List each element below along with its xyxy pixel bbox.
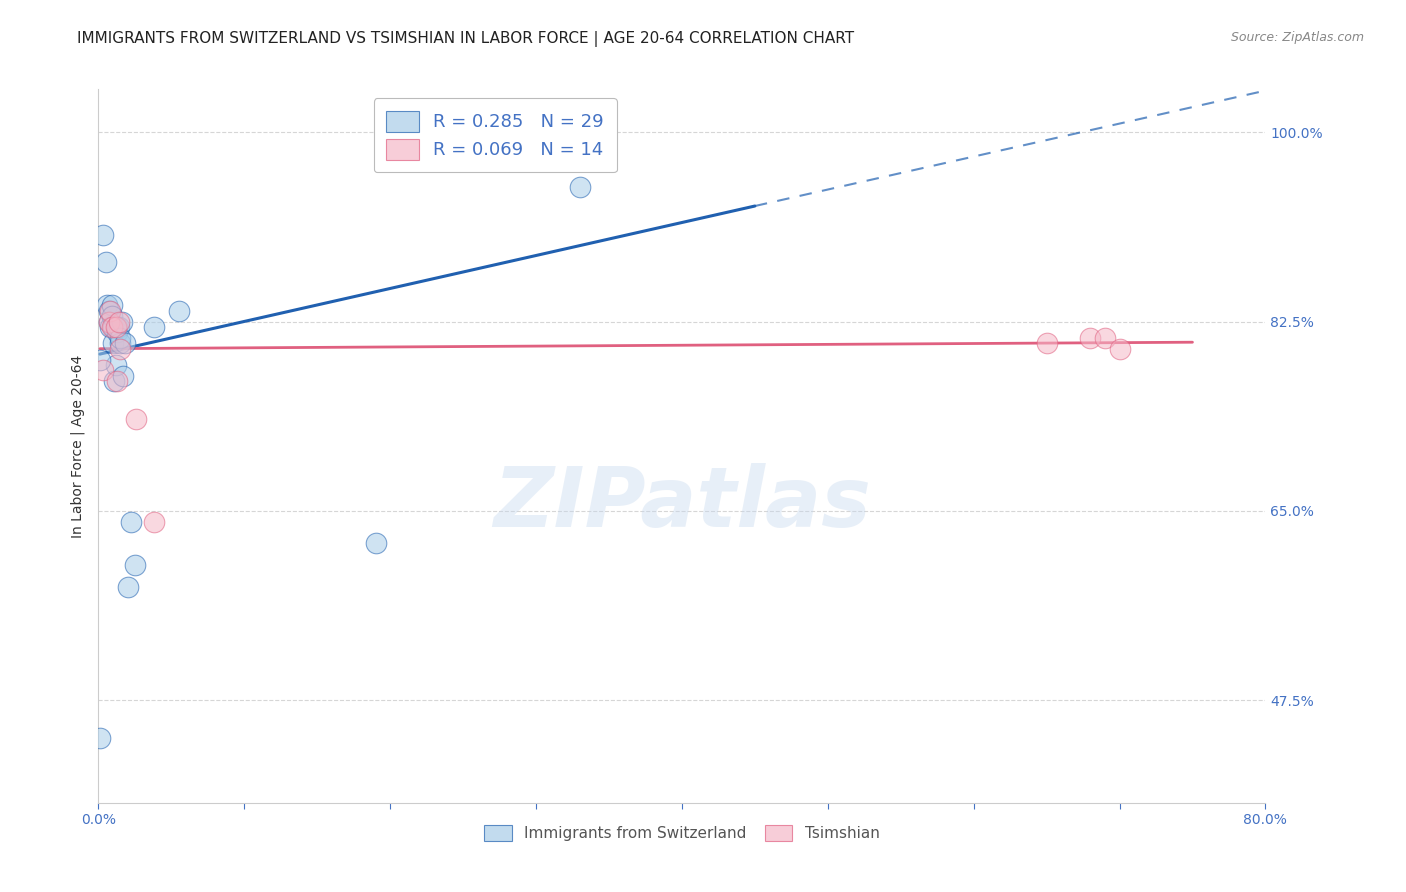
- Point: [1094, 331, 1116, 345]
- Point: [111, 315, 134, 329]
- Point: [101, 336, 124, 351]
- Point: [100, 310, 122, 324]
- Point: [120, 515, 142, 529]
- Point: [97, 315, 120, 329]
- Point: [125, 412, 148, 426]
- Point: [142, 320, 165, 334]
- Point: [100, 320, 122, 334]
- Point: [89, 731, 111, 745]
- Point: [1108, 342, 1130, 356]
- Point: [91, 228, 114, 243]
- Point: [91, 363, 114, 377]
- Point: [142, 515, 165, 529]
- Point: [100, 298, 122, 312]
- Point: [1035, 336, 1057, 351]
- Point: [98, 320, 121, 334]
- Point: [364, 536, 387, 550]
- Point: [117, 580, 139, 594]
- Point: [101, 320, 124, 334]
- Point: [105, 374, 128, 388]
- Point: [110, 336, 132, 351]
- Point: [105, 320, 128, 334]
- Point: [112, 368, 135, 383]
- Point: [108, 320, 131, 334]
- Point: [98, 303, 121, 318]
- Text: IMMIGRANTS FROM SWITZERLAND VS TSIMSHIAN IN LABOR FORCE | AGE 20-64 CORRELATION : IMMIGRANTS FROM SWITZERLAND VS TSIMSHIAN…: [77, 31, 855, 47]
- Point: [167, 303, 190, 318]
- Point: [105, 326, 128, 340]
- Point: [124, 558, 146, 572]
- Point: [104, 320, 127, 334]
- Point: [89, 352, 111, 367]
- Point: [96, 298, 118, 312]
- Point: [104, 358, 127, 372]
- Text: Source: ZipAtlas.com: Source: ZipAtlas.com: [1230, 31, 1364, 45]
- Point: [110, 331, 132, 345]
- Point: [97, 315, 120, 329]
- Point: [114, 336, 136, 351]
- Point: [94, 255, 117, 269]
- Point: [97, 303, 120, 318]
- Point: [110, 342, 132, 356]
- Legend: Immigrants from Switzerland, Tsimshian: Immigrants from Switzerland, Tsimshian: [477, 817, 887, 848]
- Point: [108, 315, 131, 329]
- Text: ZIPatlas: ZIPatlas: [494, 463, 870, 543]
- Point: [1080, 331, 1102, 345]
- Point: [568, 179, 591, 194]
- Y-axis label: In Labor Force | Age 20-64: In Labor Force | Age 20-64: [70, 354, 84, 538]
- Point: [103, 374, 125, 388]
